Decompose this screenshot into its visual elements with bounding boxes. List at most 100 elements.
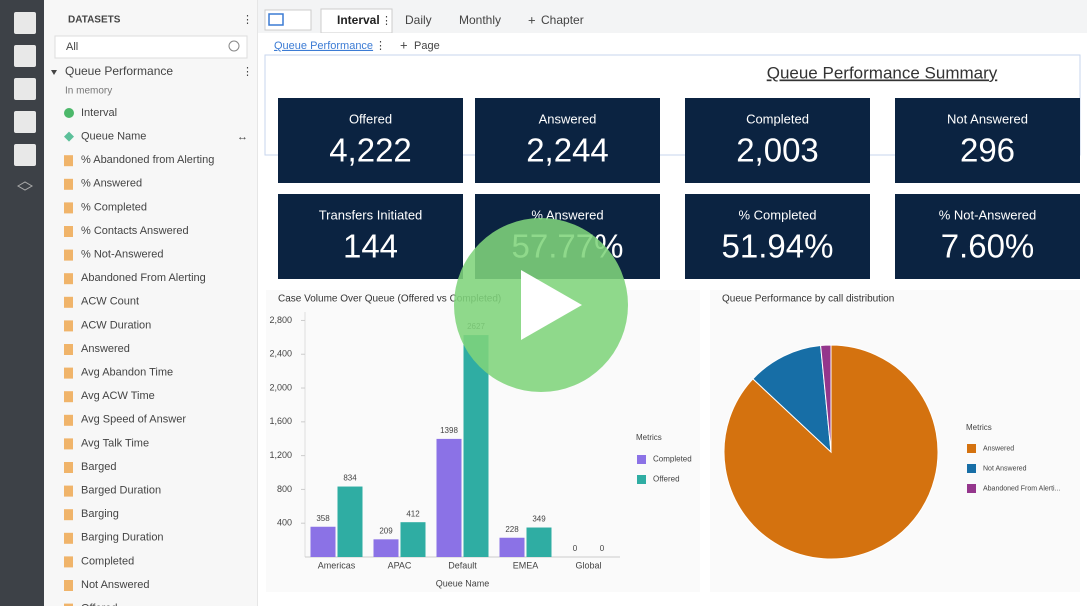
field-name[interactable]: % Not-Answered [81,249,164,261]
menu-dots[interactable]: ⋮ [242,14,253,26]
filter-box[interactable] [54,35,248,59]
icon-bar-buttons[interactable] [14,12,36,191]
tab[interactable]: Chapter [541,13,584,27]
y-tick-label: 400 [277,518,292,528]
bar [526,527,552,557]
page-tab[interactable]: Page [414,40,440,52]
legend-swatch [637,455,646,464]
field-name[interactable]: Avg ACW Time [81,390,155,402]
data-label: 358 [316,514,330,523]
view-button[interactable] [264,9,312,31]
filter-value[interactable]: All [66,41,78,53]
x-tick-label: Default [448,560,477,570]
kpi-tile [278,194,463,279]
legend-label: Offered [653,475,680,484]
measure-icon [64,438,73,450]
kpi-value: 2,244 [526,132,609,169]
search-icon[interactable] [228,40,240,52]
datasets-header: DATASETS [68,15,121,26]
x-tick-label: APAC [388,560,412,570]
dataset-name[interactable]: Queue Performance [65,64,173,78]
kpi-label: Completed [746,111,809,126]
page-tab[interactable]: Queue Performance [274,40,373,52]
icon-button[interactable] [14,12,36,34]
expand-arrow[interactable] [51,70,57,75]
resize-icon[interactable]: ↔ [237,131,248,143]
field-name[interactable]: ACW Count [81,296,139,308]
measure-icon [64,249,73,261]
measure-icon [64,580,73,591]
bar [463,335,489,557]
tab[interactable]: Interval [337,13,380,27]
bar [337,486,363,557]
data-label: 412 [406,509,420,518]
x-tick-label: Americas [318,560,356,570]
field-name[interactable]: Barged Duration [81,485,161,497]
data-label: 0 [573,544,578,553]
icon-button[interactable] [14,111,36,133]
field-name[interactable]: Not Answered [81,579,149,591]
kpi-label: Answered [539,111,597,126]
legend-label: Abandoned From Alerti... [983,485,1060,492]
icon-button[interactable] [14,78,36,100]
bar [499,537,525,557]
field-name[interactable]: Offered [81,603,118,606]
kpi-label: Not Answered [947,111,1028,126]
field-name[interactable]: Answered [81,343,130,355]
bar [400,522,426,557]
dimension-icon [64,131,74,142]
y-tick-label: 1,200 [269,450,292,460]
kpi-value: 51.94% [722,228,834,265]
kpi-value: 4,222 [329,132,412,169]
view-icon [268,13,284,26]
measure-icon [64,462,73,473]
field-name[interactable]: ACW Duration [81,319,151,331]
field-name[interactable]: Abandoned From Alerting [81,272,206,284]
legend-swatch [967,484,976,493]
measure-icon [64,226,73,237]
measure-icon [64,344,73,355]
field-name[interactable]: % Answered [81,178,142,190]
field-name[interactable]: Queue Name [81,131,146,143]
field-name[interactable]: Avg Abandon Time [81,367,173,379]
field-name[interactable]: Barging Duration [81,532,164,544]
field-name[interactable]: Avg Speed of Answer [81,414,186,426]
pie-slice [752,344,832,454]
legend-label: Answered [983,445,1014,452]
y-tick-label: 2,000 [269,382,292,392]
kpi-tile [685,98,870,183]
active-tab [320,8,393,34]
icon-button[interactable] [14,144,36,166]
field-name[interactable]: Barged [81,461,116,473]
chart-title: Case Volume Over Queue (Offered vs Compl… [278,294,501,305]
play-icon[interactable] [521,270,582,340]
field-name[interactable]: % Abandoned from Alerting [81,154,214,166]
menu-dots[interactable]: ⋮ [242,66,253,78]
field-name[interactable]: % Contacts Answered [81,225,189,237]
field-name[interactable]: Interval [81,107,117,119]
legend-label: Completed [653,455,692,464]
kpi-tile [895,194,1080,279]
measure-icon [64,178,73,190]
icon-button[interactable] [16,181,34,191]
icon-button[interactable] [14,45,36,67]
plus-icon[interactable]: + [400,37,408,52]
x-tick-label: Global [575,560,601,570]
plus-icon[interactable]: + [528,12,536,27]
field-name[interactable]: % Completed [81,201,147,213]
kpi-value: 7.60% [941,228,1035,265]
menu-dots[interactable]: ⋮ [375,40,386,52]
field-name[interactable]: Barging [81,508,119,520]
tab[interactable]: Daily [405,13,432,27]
play-button[interactable] [454,218,628,392]
dataset-status: In memory [65,86,112,97]
legend-swatch [967,464,976,473]
tab[interactable]: Monthly [459,13,501,27]
clock-icon [64,108,74,118]
kpi-tile [895,98,1080,183]
y-tick-label: 1,600 [269,416,292,426]
field-name[interactable]: Avg Talk Time [81,437,149,449]
menu-dots[interactable]: ⋮ [381,15,392,27]
field-name[interactable]: Completed [81,555,134,567]
